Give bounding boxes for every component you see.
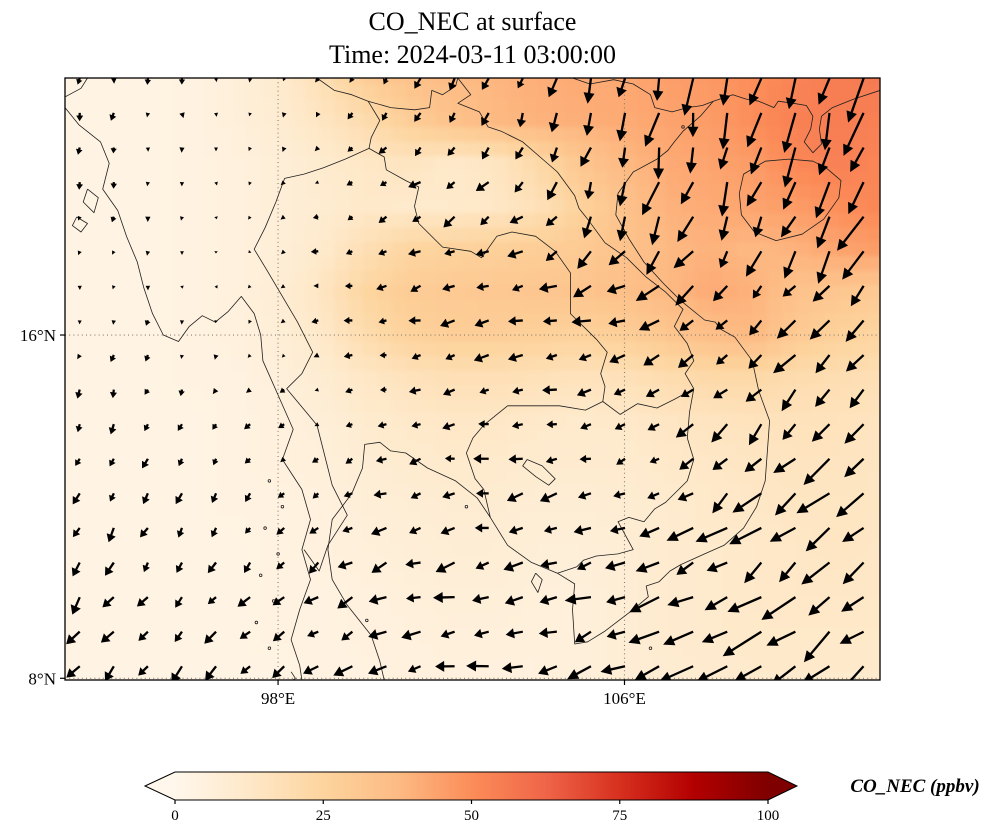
colorbar: 0 25 50 75 100 CO_NEC (ppbv) xyxy=(143,771,980,824)
heatmap-layer xyxy=(65,78,880,680)
x-tick-label: 106°E xyxy=(603,689,646,708)
plot-frame xyxy=(64,77,881,681)
wind-quiver-layer xyxy=(66,78,865,680)
colorbar-tick-label: 75 xyxy=(612,808,627,824)
colorbar-extend-max xyxy=(768,772,797,800)
colorbar-extend-min xyxy=(145,772,175,800)
chart-subtitle: Time: 2024-03-11 03:00:00 xyxy=(329,40,616,69)
y-tick-label: 16°N xyxy=(20,326,56,345)
map-plot: 98°E 106°E 16°N 8°N xyxy=(20,77,881,708)
x-tick-label: 98°E xyxy=(261,689,295,708)
colorbar-tick-label: 100 xyxy=(757,808,780,824)
colorbar-gradient xyxy=(175,772,768,800)
gridline-layer xyxy=(65,78,880,680)
colorbar-tick-label: 0 xyxy=(171,808,179,824)
colorbar-tick-label: 50 xyxy=(464,808,479,824)
small-islands-layer xyxy=(254,125,685,650)
axis-ticks xyxy=(60,334,626,685)
y-tick-label: 8°N xyxy=(28,669,56,688)
chart-title: CO_NEC at surface xyxy=(368,7,577,36)
colorbar-tick-label: 25 xyxy=(316,808,331,824)
colorbar-label: CO_NEC (ppbv) xyxy=(850,776,979,797)
